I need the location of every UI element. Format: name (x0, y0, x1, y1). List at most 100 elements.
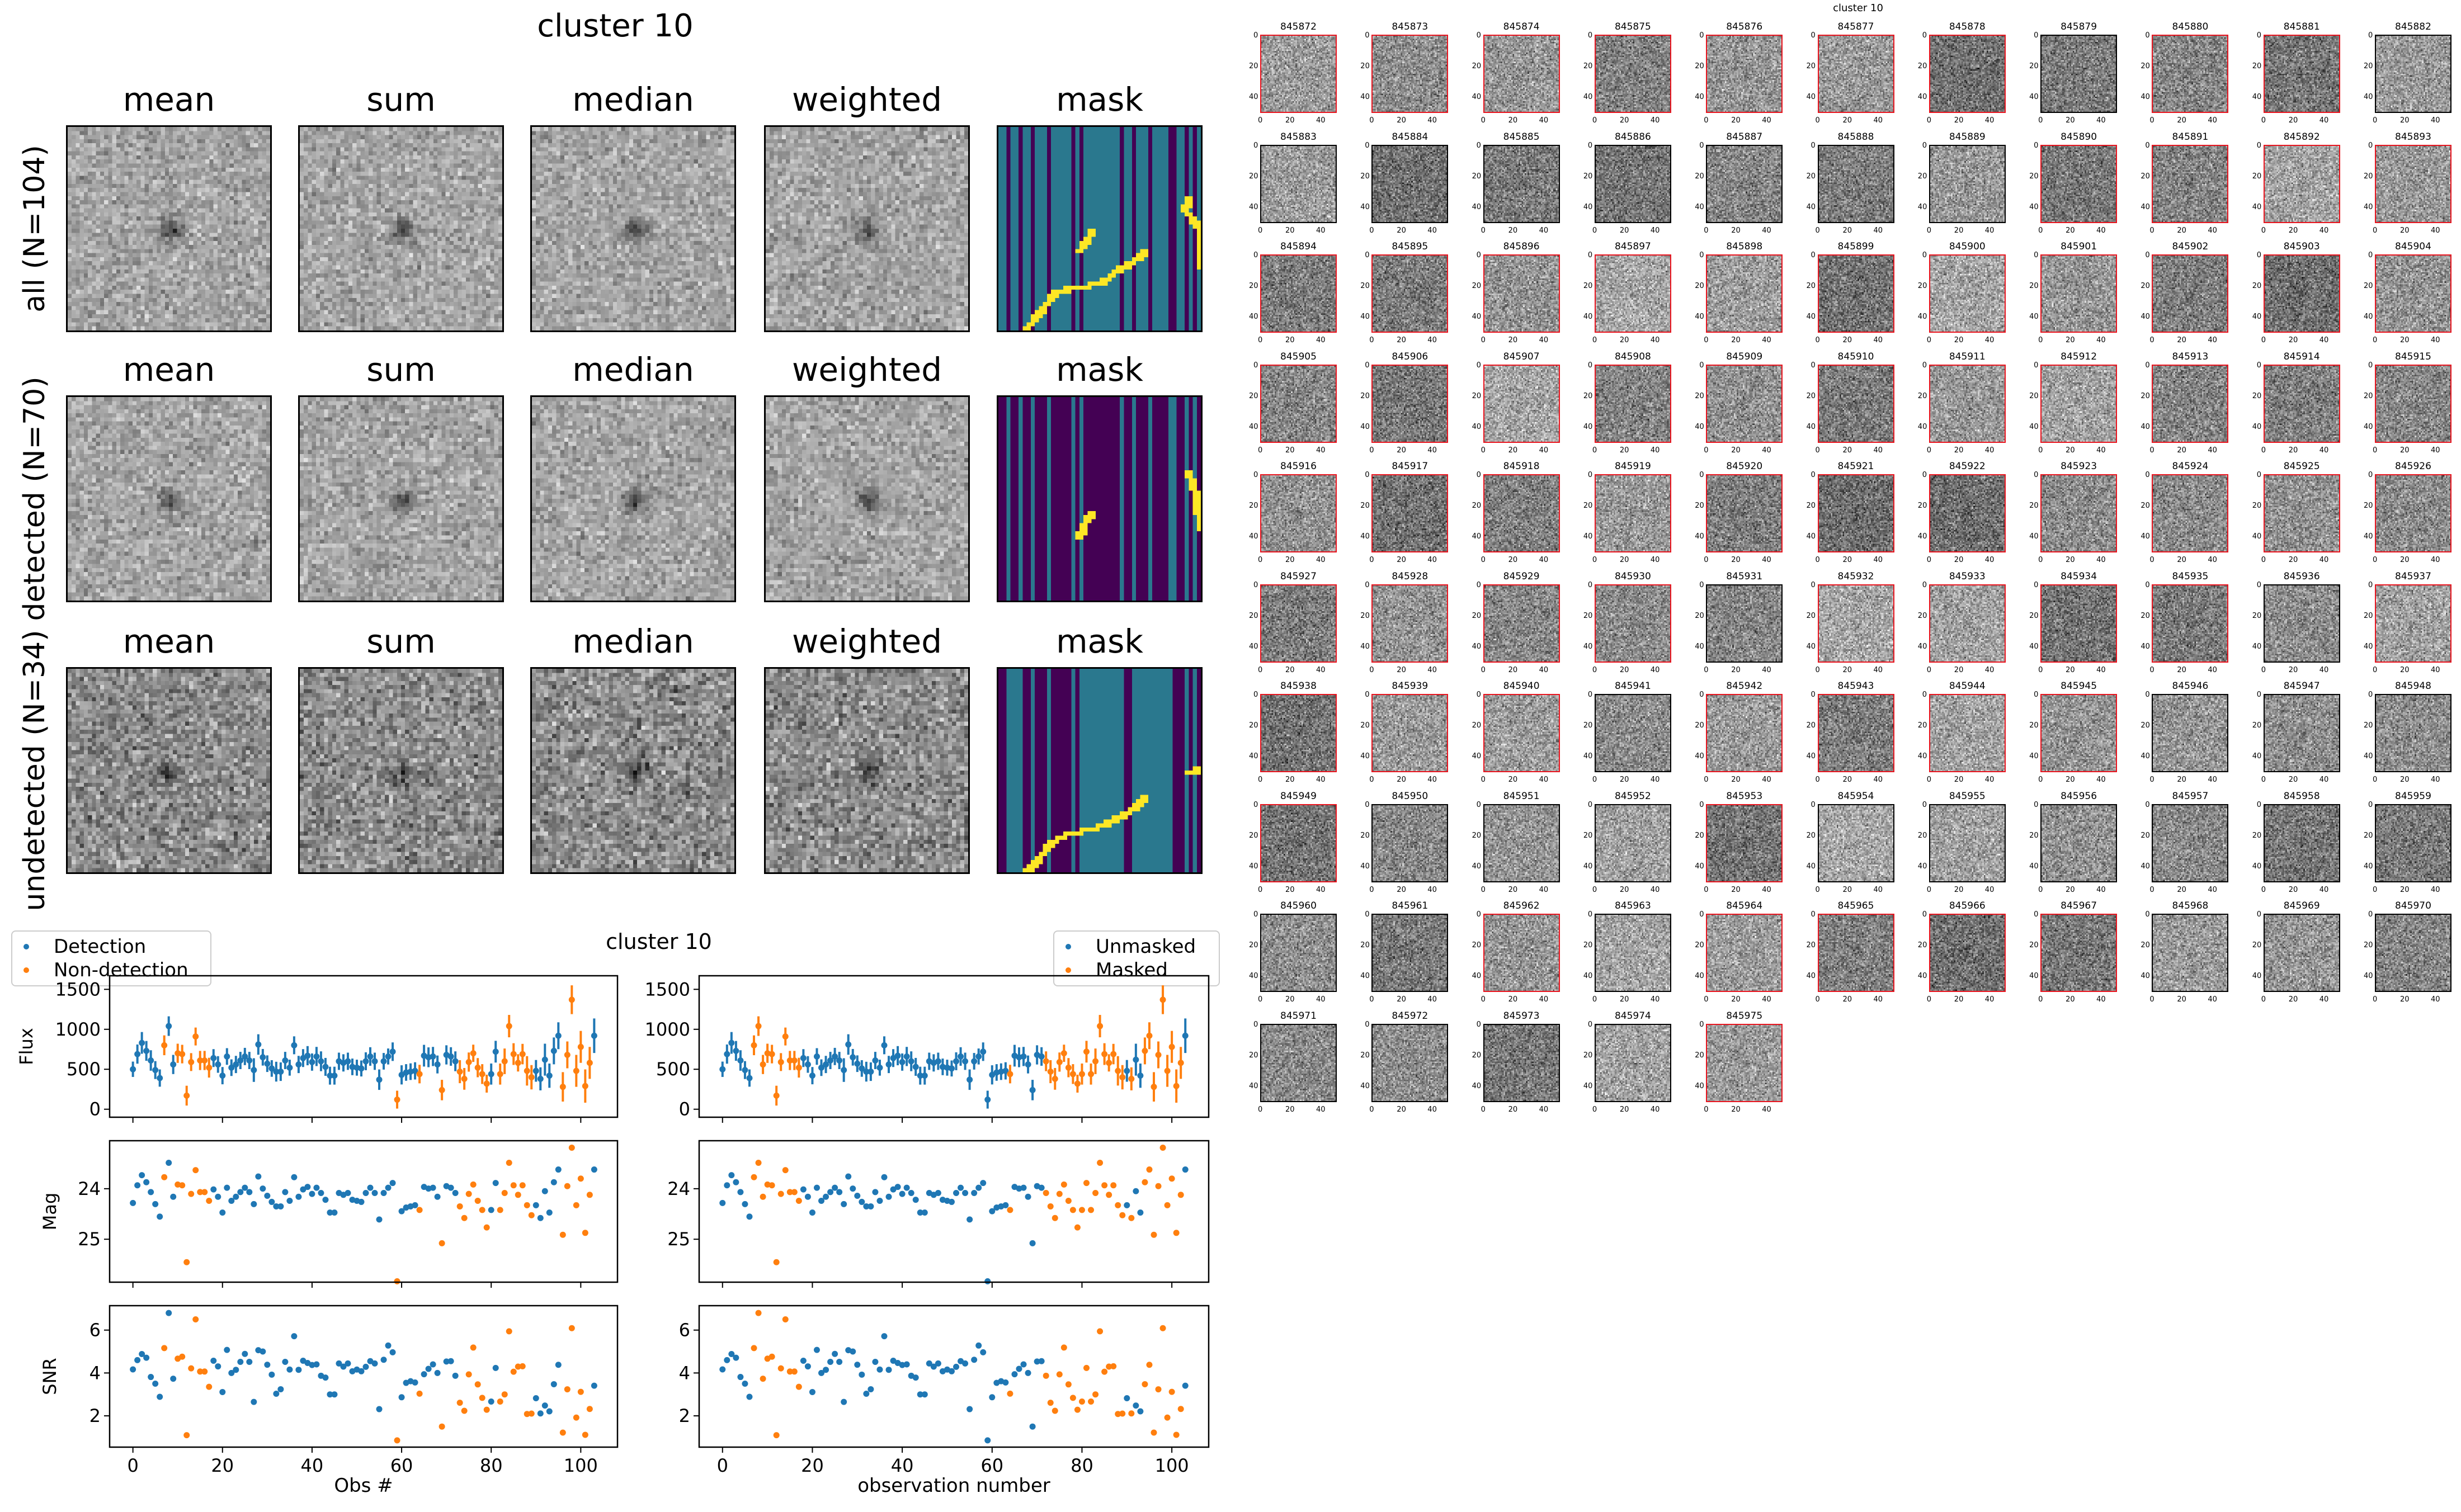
data-point (237, 1057, 244, 1064)
data-point (1065, 1064, 1072, 1071)
thumbnail-title: 845885 (1503, 131, 1540, 143)
data-point (139, 1351, 145, 1358)
thumbnail-title: 845950 (1392, 790, 1428, 802)
data-point (777, 1365, 784, 1372)
data-point (1124, 1067, 1130, 1074)
data-point (501, 1189, 508, 1196)
thumbnail-y-tick-label: 20 (2252, 502, 2262, 510)
data-point (795, 1198, 802, 1204)
data-point (573, 1414, 579, 1421)
data-point (908, 1058, 914, 1065)
data-point (1078, 1398, 1085, 1405)
thumbnail-845884 (1371, 144, 1449, 223)
thumbnail-y-tick-label: 20 (1695, 831, 1704, 840)
thumbnail-title: 845893 (2395, 131, 2431, 143)
y-tick-label: 4 (89, 1362, 101, 1383)
thumbnail-y-tick-label: 20 (1806, 831, 1816, 840)
thumbnail-y-tick-label: 40 (1806, 862, 1816, 871)
data-point (242, 1053, 248, 1060)
thumbnail-y-tick-label: 20 (2252, 282, 2262, 290)
data-point (157, 1393, 163, 1400)
thumbnail-845882 (2375, 35, 2451, 113)
data-point (786, 1057, 793, 1064)
data-point (268, 1065, 275, 1072)
thumbnail-y-tick-label: 0 (2145, 910, 2150, 919)
data-point (1159, 996, 1166, 1003)
thumbnail-canvas (2264, 256, 2339, 332)
thumbnail-title: 845916 (1280, 461, 1317, 472)
thumbnail-x-tick-label: 0 (1481, 1105, 1486, 1114)
thumbnail-y-tick-label: 40 (1249, 93, 1258, 101)
thumbnail-845951 (1483, 804, 1560, 882)
thumbnail-x-tick-label: 20 (2066, 665, 2075, 674)
thumbnail-y-tick-label: 20 (1360, 941, 1370, 949)
thumbnail-x-tick-label: 0 (2261, 336, 2266, 344)
data-point (773, 1092, 780, 1099)
thumbnail-y-tick-label: 40 (2364, 752, 2373, 760)
data-point (845, 1041, 852, 1048)
sum-stack-image (298, 395, 504, 602)
data-point (719, 1366, 726, 1373)
thumbnail-x-tick-label: 20 (1954, 446, 1964, 455)
thumbnail-x-tick-label: 40 (2096, 885, 2106, 894)
thumbnail-y-tick-label: 40 (2141, 862, 2150, 871)
sum-stack-image (298, 125, 504, 332)
data-point (322, 1374, 329, 1381)
thumbnail-y-tick-label: 20 (1249, 941, 1258, 949)
thumbnail-title: 845894 (1280, 241, 1317, 252)
thumbnail-canvas (1484, 915, 1559, 991)
thumbnail-canvas (1818, 256, 1893, 332)
data-point (1182, 1382, 1189, 1389)
data-point (524, 1202, 530, 1208)
thumbnail-y-tick-label: 40 (1695, 313, 1704, 321)
thumbnail-canvas (1261, 585, 1336, 662)
thumbnail-x-tick-label: 40 (2431, 446, 2440, 455)
thumbnail-y-tick-label: 0 (1811, 251, 1816, 259)
thumbnail-y-tick-label: 40 (2252, 642, 2262, 651)
data-point (733, 1179, 739, 1185)
thumbnail-canvas (2153, 145, 2228, 222)
thumbnail-canvas (1595, 36, 1670, 112)
thumbnail-title: 845936 (2283, 570, 2320, 582)
thumbnail-x-tick-label: 40 (1762, 446, 1771, 455)
thumbnail-canvas (2042, 585, 2116, 662)
thumbnail-title: 845965 (1837, 900, 1874, 911)
data-point (1056, 1059, 1063, 1065)
thumbnail-title: 845953 (1726, 790, 1763, 802)
thumbnail-canvas (2264, 585, 2339, 662)
data-point (465, 1371, 472, 1378)
thumbnail-x-tick-label: 40 (1539, 446, 1549, 455)
data-point (827, 1358, 834, 1365)
data-point (1177, 1060, 1184, 1066)
data-point (1151, 1429, 1157, 1436)
thumbnail-x-tick-label: 20 (1731, 446, 1741, 455)
thumbnail-title: 845896 (1503, 241, 1540, 252)
data-point (233, 1367, 239, 1373)
data-point (224, 1184, 230, 1191)
thumbnail-x-tick-label: 0 (1926, 446, 1932, 455)
thumbnail-x-tick-label: 20 (1842, 556, 1852, 564)
thumbnail-x-tick-label: 0 (2038, 995, 2043, 1004)
data-point (573, 1067, 579, 1074)
thumbnail-y-tick-label: 20 (1249, 611, 1258, 620)
data-point (219, 1388, 226, 1395)
thumbnail-canvas (2376, 475, 2450, 551)
thumbnail-canvas (1707, 365, 1782, 442)
thumbnail-y-tick-label: 40 (1249, 202, 1258, 211)
thumbnail-y-tick-label: 40 (1806, 972, 1816, 980)
data-point (282, 1057, 289, 1064)
thumbnail-x-tick-label: 40 (1984, 226, 1995, 235)
data-point (1173, 1431, 1180, 1438)
thumbnail-845901 (2040, 254, 2118, 333)
thumbnail-x-tick-label: 40 (1316, 1105, 1326, 1114)
thumbnail-canvas (1818, 805, 1893, 881)
y-axis-label: SNR (39, 1358, 60, 1395)
data-point (1182, 1032, 1189, 1039)
column-label-median: median (572, 622, 694, 660)
thumbnail-y-tick-label: 40 (1583, 532, 1593, 541)
data-point (836, 1358, 843, 1365)
data-point (291, 1042, 298, 1048)
data-point (1159, 1144, 1166, 1151)
thumbnail-y-tick-label: 0 (1476, 580, 1481, 589)
data-point (1083, 1048, 1090, 1055)
